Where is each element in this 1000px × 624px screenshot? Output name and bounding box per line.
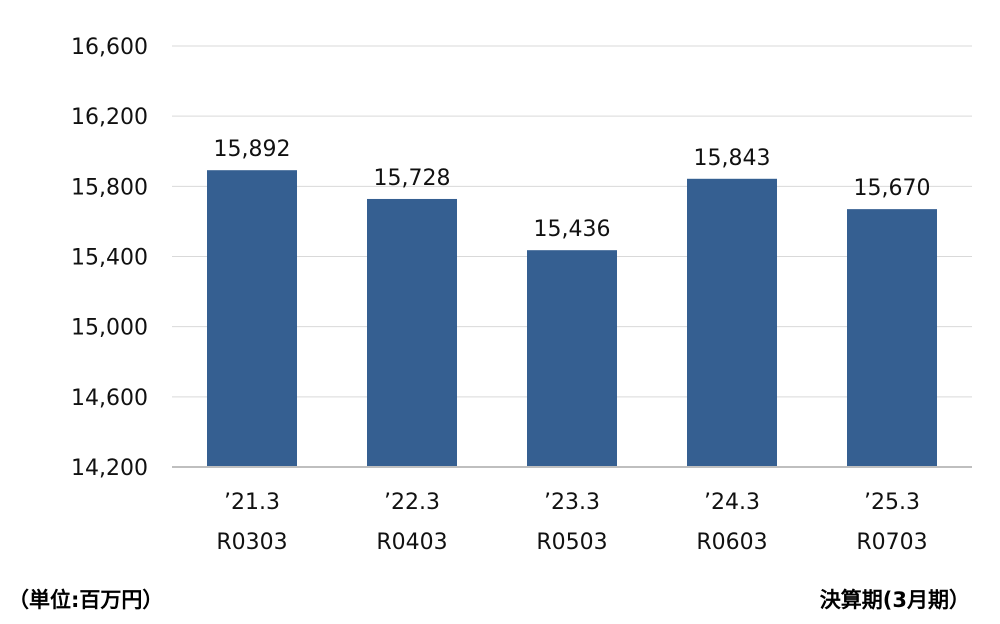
- unit-label: （単位:百万円）: [8, 588, 164, 612]
- x-tick-sublabel: R0403: [376, 530, 447, 555]
- x-tick-label: ’24.3: [704, 490, 760, 515]
- data-label: 15,843: [694, 146, 771, 171]
- y-tick-label: 15,800: [71, 175, 148, 200]
- bar: [527, 250, 617, 467]
- x-tick-sublabel: R0603: [696, 530, 767, 555]
- bar: [367, 198, 457, 468]
- x-tick-label: ’22.3: [384, 490, 440, 515]
- y-tick-label: 16,600: [71, 35, 148, 60]
- data-label: 15,436: [534, 217, 611, 242]
- x-tick-label: ’21.3: [224, 490, 280, 515]
- x-tick-label: ’23.3: [544, 490, 600, 515]
- data-label: 15,892: [214, 137, 291, 162]
- x-tick-sublabel: R0503: [536, 530, 607, 555]
- y-tick-label: 16,200: [71, 105, 148, 130]
- y-tick-label: 15,000: [71, 316, 148, 341]
- bar: [207, 170, 297, 467]
- bar: [687, 178, 777, 468]
- y-tick-label: 15,400: [71, 246, 148, 271]
- y-tick-label: 14,600: [71, 386, 148, 411]
- period-label: 決算期(3月期）: [819, 588, 970, 612]
- x-tick-sublabel: R0703: [856, 530, 927, 555]
- x-tick-sublabel: R0303: [216, 530, 287, 555]
- y-tick-label: 14,200: [71, 456, 148, 481]
- x-tick-label: ’25.3: [864, 490, 920, 515]
- data-label: 15,670: [854, 176, 931, 201]
- bar: [847, 209, 937, 467]
- data-label: 15,728: [374, 166, 451, 191]
